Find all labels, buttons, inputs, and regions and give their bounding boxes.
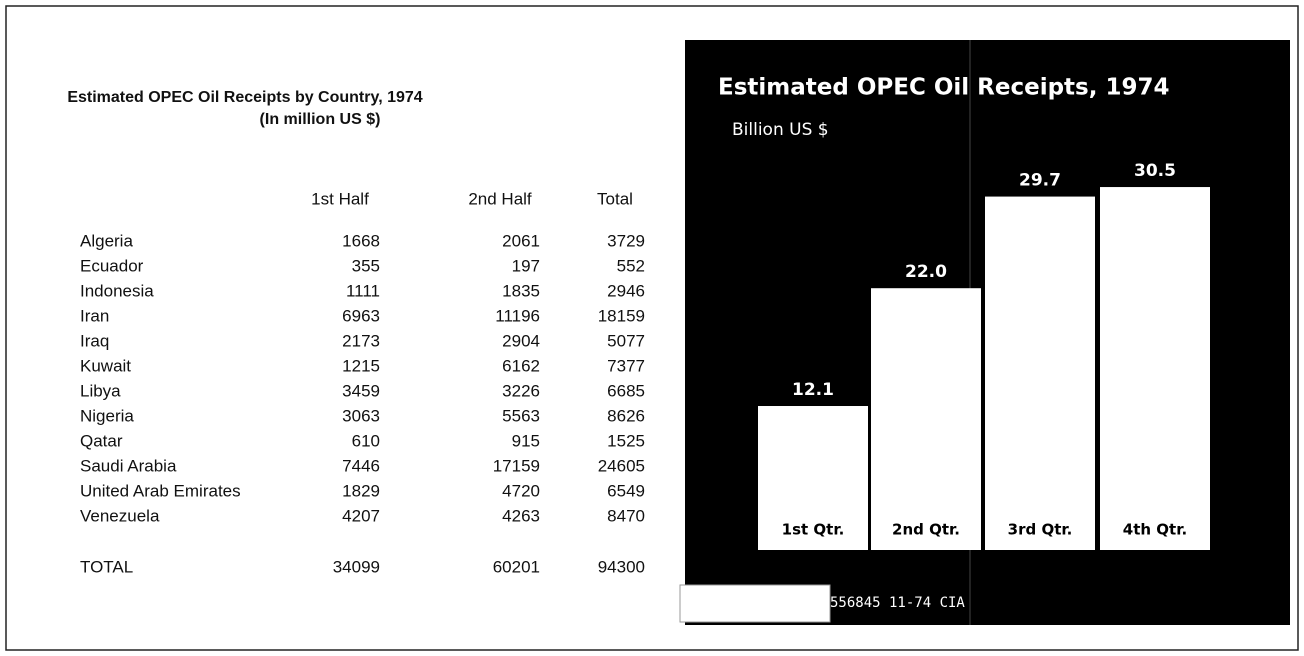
cell: 4263 xyxy=(502,506,540,525)
cell: 94300 xyxy=(598,557,645,576)
cell: 17159 xyxy=(493,456,540,475)
bar xyxy=(758,406,868,550)
cell: 3063 xyxy=(342,406,380,425)
chart-subtitle: Billion US $ xyxy=(732,120,829,140)
cell: 3226 xyxy=(502,381,540,400)
row-label: Kuwait xyxy=(80,356,131,375)
cell: 915 xyxy=(512,431,540,450)
value-label: 22.0 xyxy=(905,262,947,282)
cell: 1111 xyxy=(346,281,380,300)
cell: 6963 xyxy=(342,306,380,325)
cell: 2173 xyxy=(342,331,380,350)
cell: 2946 xyxy=(607,281,645,300)
cell: 60201 xyxy=(493,557,540,576)
row-label: Libya xyxy=(80,381,121,400)
column-header: 1st Half xyxy=(311,189,369,208)
row-label: Ecuador xyxy=(80,256,144,275)
cell: 610 xyxy=(352,431,380,450)
cell: 6162 xyxy=(502,356,540,375)
cell: 3729 xyxy=(607,231,645,250)
bar xyxy=(985,196,1095,550)
cell: 552 xyxy=(617,256,645,275)
row-label: Indonesia xyxy=(80,281,154,300)
value-label: 29.7 xyxy=(1019,171,1061,191)
value-label: 12.1 xyxy=(792,380,834,400)
cell: 2904 xyxy=(502,331,540,350)
table-title: Estimated OPEC Oil Receipts by Country, … xyxy=(67,89,422,106)
category-label: 4th Qtr. xyxy=(1123,521,1187,539)
cell: 8470 xyxy=(607,506,645,525)
cell: 24605 xyxy=(598,456,645,475)
row-label: Venezuela xyxy=(80,506,160,525)
category-label: 3rd Qtr. xyxy=(1008,521,1073,539)
cell: 4207 xyxy=(342,506,380,525)
cell: 1215 xyxy=(342,356,380,375)
value-label: 30.5 xyxy=(1134,161,1176,181)
cell: 197 xyxy=(512,256,540,275)
cell: 7377 xyxy=(607,356,645,375)
bar xyxy=(1100,187,1210,551)
cell: 11196 xyxy=(495,306,540,325)
cell: 1835 xyxy=(502,281,540,300)
cell: 18159 xyxy=(598,306,645,325)
chart-footer: 556845 11-74 CIA xyxy=(830,595,965,611)
row-label: Algeria xyxy=(80,231,133,250)
redaction-box xyxy=(679,584,831,623)
cell: 5563 xyxy=(502,406,540,425)
cell: 34099 xyxy=(333,557,380,576)
row-label: Nigeria xyxy=(80,406,134,425)
category-label: 1st Qtr. xyxy=(782,521,845,539)
cell: 3459 xyxy=(342,381,380,400)
row-label: Saudi Arabia xyxy=(80,456,177,475)
cell: 1829 xyxy=(342,481,380,500)
cell: 1525 xyxy=(607,431,645,450)
cell: 6549 xyxy=(607,481,645,500)
cell: 2061 xyxy=(502,231,540,250)
cell: 6685 xyxy=(607,381,645,400)
cell: 8626 xyxy=(607,406,645,425)
table-subtitle: (In million US $) xyxy=(260,111,381,128)
row-label: Iran xyxy=(80,306,109,325)
row-label: United Arab Emirates xyxy=(80,481,241,500)
chart-title: Estimated OPEC Oil Receipts, 1974 xyxy=(718,75,1170,101)
frame xyxy=(5,5,1299,651)
row-label: Iraq xyxy=(80,331,109,350)
column-header: 2nd Half xyxy=(468,189,532,208)
row-label: TOTAL xyxy=(80,557,133,576)
cell: 1668 xyxy=(342,231,380,250)
cell: 4720 xyxy=(502,481,540,500)
column-header: Total xyxy=(597,189,633,208)
category-label: 2nd Qtr. xyxy=(892,521,960,539)
bar xyxy=(871,288,981,550)
cell: 5077 xyxy=(607,331,645,350)
cell: 355 xyxy=(352,256,380,275)
cell: 7446 xyxy=(342,456,380,475)
row-label: Qatar xyxy=(80,431,123,450)
